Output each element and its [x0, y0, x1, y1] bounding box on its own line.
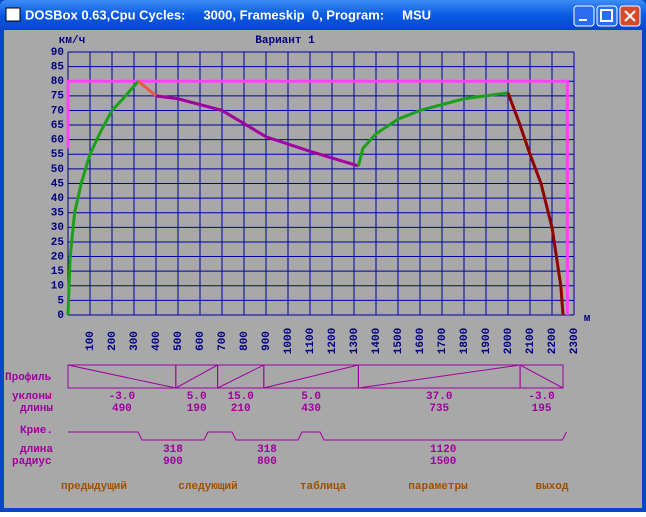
x-tick-label: 300: [129, 331, 141, 351]
grade-value: 5.0: [301, 391, 321, 403]
length-label: длины: [20, 403, 53, 415]
length-value: 210: [231, 403, 251, 415]
x-tick-label: 1700: [437, 328, 449, 354]
close-icon: [624, 10, 636, 22]
grade-value: 37.0: [426, 391, 452, 403]
y-tick-label: 90: [51, 47, 64, 59]
speed-line: [506, 92, 565, 316]
speed-line: [66, 80, 140, 316]
y-tick-label: 40: [51, 193, 64, 205]
grade-value: 5.0: [187, 391, 207, 403]
y-tick-label: 5: [57, 295, 64, 307]
length-value: 430: [301, 403, 321, 415]
length-value: 190: [187, 403, 207, 415]
x-tick-label: 1600: [415, 328, 427, 354]
y-tick-label: 50: [51, 164, 64, 176]
curve-radius: 800: [257, 456, 277, 468]
menu-item[interactable]: таблица: [300, 480, 347, 493]
profile-segment: [519, 364, 564, 389]
y-tick-label: 85: [51, 62, 65, 74]
x-tick-label: 400: [151, 331, 163, 351]
x-tick-label: 1500: [393, 328, 405, 354]
client: [4, 30, 642, 508]
y-axis-label: км/ч: [59, 35, 85, 47]
profile-slope: [175, 364, 218, 389]
y-tick-label: 15: [51, 266, 65, 278]
plot: [66, 51, 575, 316]
curve-radius-label: радиус: [12, 456, 52, 468]
x-tick-label: 900: [261, 331, 273, 351]
curve-length: 318: [257, 444, 277, 456]
y-tick-label: 60: [51, 135, 64, 147]
app-icon: [5, 7, 21, 22]
menu-item[interactable]: параметры: [408, 481, 468, 493]
profile-slope: [358, 364, 521, 389]
x-tick-label: 2100: [525, 328, 537, 354]
grade-value: -3.0: [528, 391, 554, 403]
profile-slope: [217, 364, 265, 389]
maximize-icon: [600, 9, 613, 22]
x-tick-label: 100: [85, 331, 97, 351]
speed-line: [66, 79, 569, 315]
y-tick-label: 30: [51, 222, 64, 234]
y-tick-label: 70: [51, 105, 64, 117]
x-tick-label: 500: [173, 331, 185, 351]
curve-length: 1120: [430, 444, 456, 456]
minimize-button[interactable]: [573, 5, 595, 27]
x-axis-label: м: [584, 313, 591, 325]
y-tick-label: 10: [51, 281, 64, 293]
x-tick-label: 1200: [327, 328, 339, 354]
y-tick-label: 75: [51, 91, 65, 103]
profile-slope: [519, 364, 564, 389]
menu-item[interactable]: предыдущий: [61, 481, 127, 493]
speed-line: [137, 80, 157, 97]
grade-value: -3.0: [109, 391, 135, 403]
curve-line: [68, 431, 567, 441]
title-bar: [0, 0, 646, 30]
grade-value: 15.0: [227, 391, 253, 403]
speed-line: [155, 94, 359, 168]
length-value: 735: [429, 403, 449, 415]
x-tick-label: 1000: [283, 328, 295, 354]
y-tick-label: 80: [51, 76, 64, 88]
x-tick-label: 2200: [547, 328, 559, 354]
curves-label: Крие.: [20, 425, 53, 437]
curve-length-label: длина: [20, 444, 53, 456]
x-tick-label: 700: [217, 331, 229, 351]
x-tick-label: 200: [107, 331, 119, 351]
y-tick-label: 35: [51, 208, 65, 220]
length-value: 490: [112, 403, 132, 415]
x-tick-label: 1400: [371, 328, 383, 354]
y-tick-label: 20: [51, 251, 64, 263]
speed-line: [356, 91, 509, 167]
x-tick-label: 2000: [503, 328, 515, 354]
chart-title: Вариант 1: [255, 35, 315, 47]
length-value: 195: [532, 403, 552, 415]
curve-radius: 1500: [430, 456, 456, 468]
menu-item[interactable]: следующий: [178, 481, 237, 493]
profile-slope: [263, 364, 359, 389]
x-tick-label: 1300: [349, 328, 361, 354]
x-tick-label: 1900: [481, 328, 493, 354]
x-tick-label: 800: [239, 331, 251, 351]
grade-label: уклоны: [12, 391, 52, 403]
y-tick-label: 65: [51, 120, 65, 132]
x-tick-label: 1800: [459, 328, 471, 354]
curve-length: 318: [163, 444, 183, 456]
y-tick-label: 45: [51, 178, 65, 190]
profile-slope: [67, 364, 176, 389]
y-tick-label: 55: [51, 149, 65, 161]
y-tick-label: 0: [57, 310, 64, 322]
menu-item[interactable]: выход: [535, 481, 568, 493]
y-tick-label: 25: [51, 237, 65, 249]
x-tick-label: 1100: [305, 328, 317, 354]
x-tick-label: 600: [195, 331, 207, 351]
window-title: DOSBox 0.63,Cpu Cycles: 3000, Frameskip …: [25, 7, 431, 22]
curve-radius: 900: [163, 456, 183, 468]
minimize-icon: [579, 19, 587, 21]
profile-label: Профиль: [5, 371, 52, 384]
x-tick-label: 2300: [569, 328, 581, 354]
